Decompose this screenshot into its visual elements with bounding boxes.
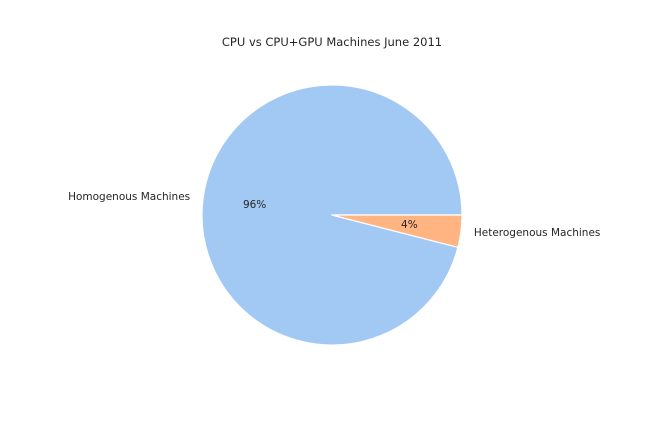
pie-category-label: Homogenous Machines (68, 191, 190, 203)
pie-percent-label: 4% (401, 219, 418, 231)
pie-category-label: Heterogenous Machines (474, 227, 601, 239)
pie-slices (201, 84, 463, 346)
chart-title: CPU vs CPU+GPU Machines June 2011 (222, 35, 442, 49)
pie-labels: 96% Homogenous Machines 4% Heterogenous Mac… (68, 191, 600, 239)
pie-slice-heterogenous-machines (331, 214, 463, 248)
pie-percent-label: 96% (243, 199, 266, 211)
